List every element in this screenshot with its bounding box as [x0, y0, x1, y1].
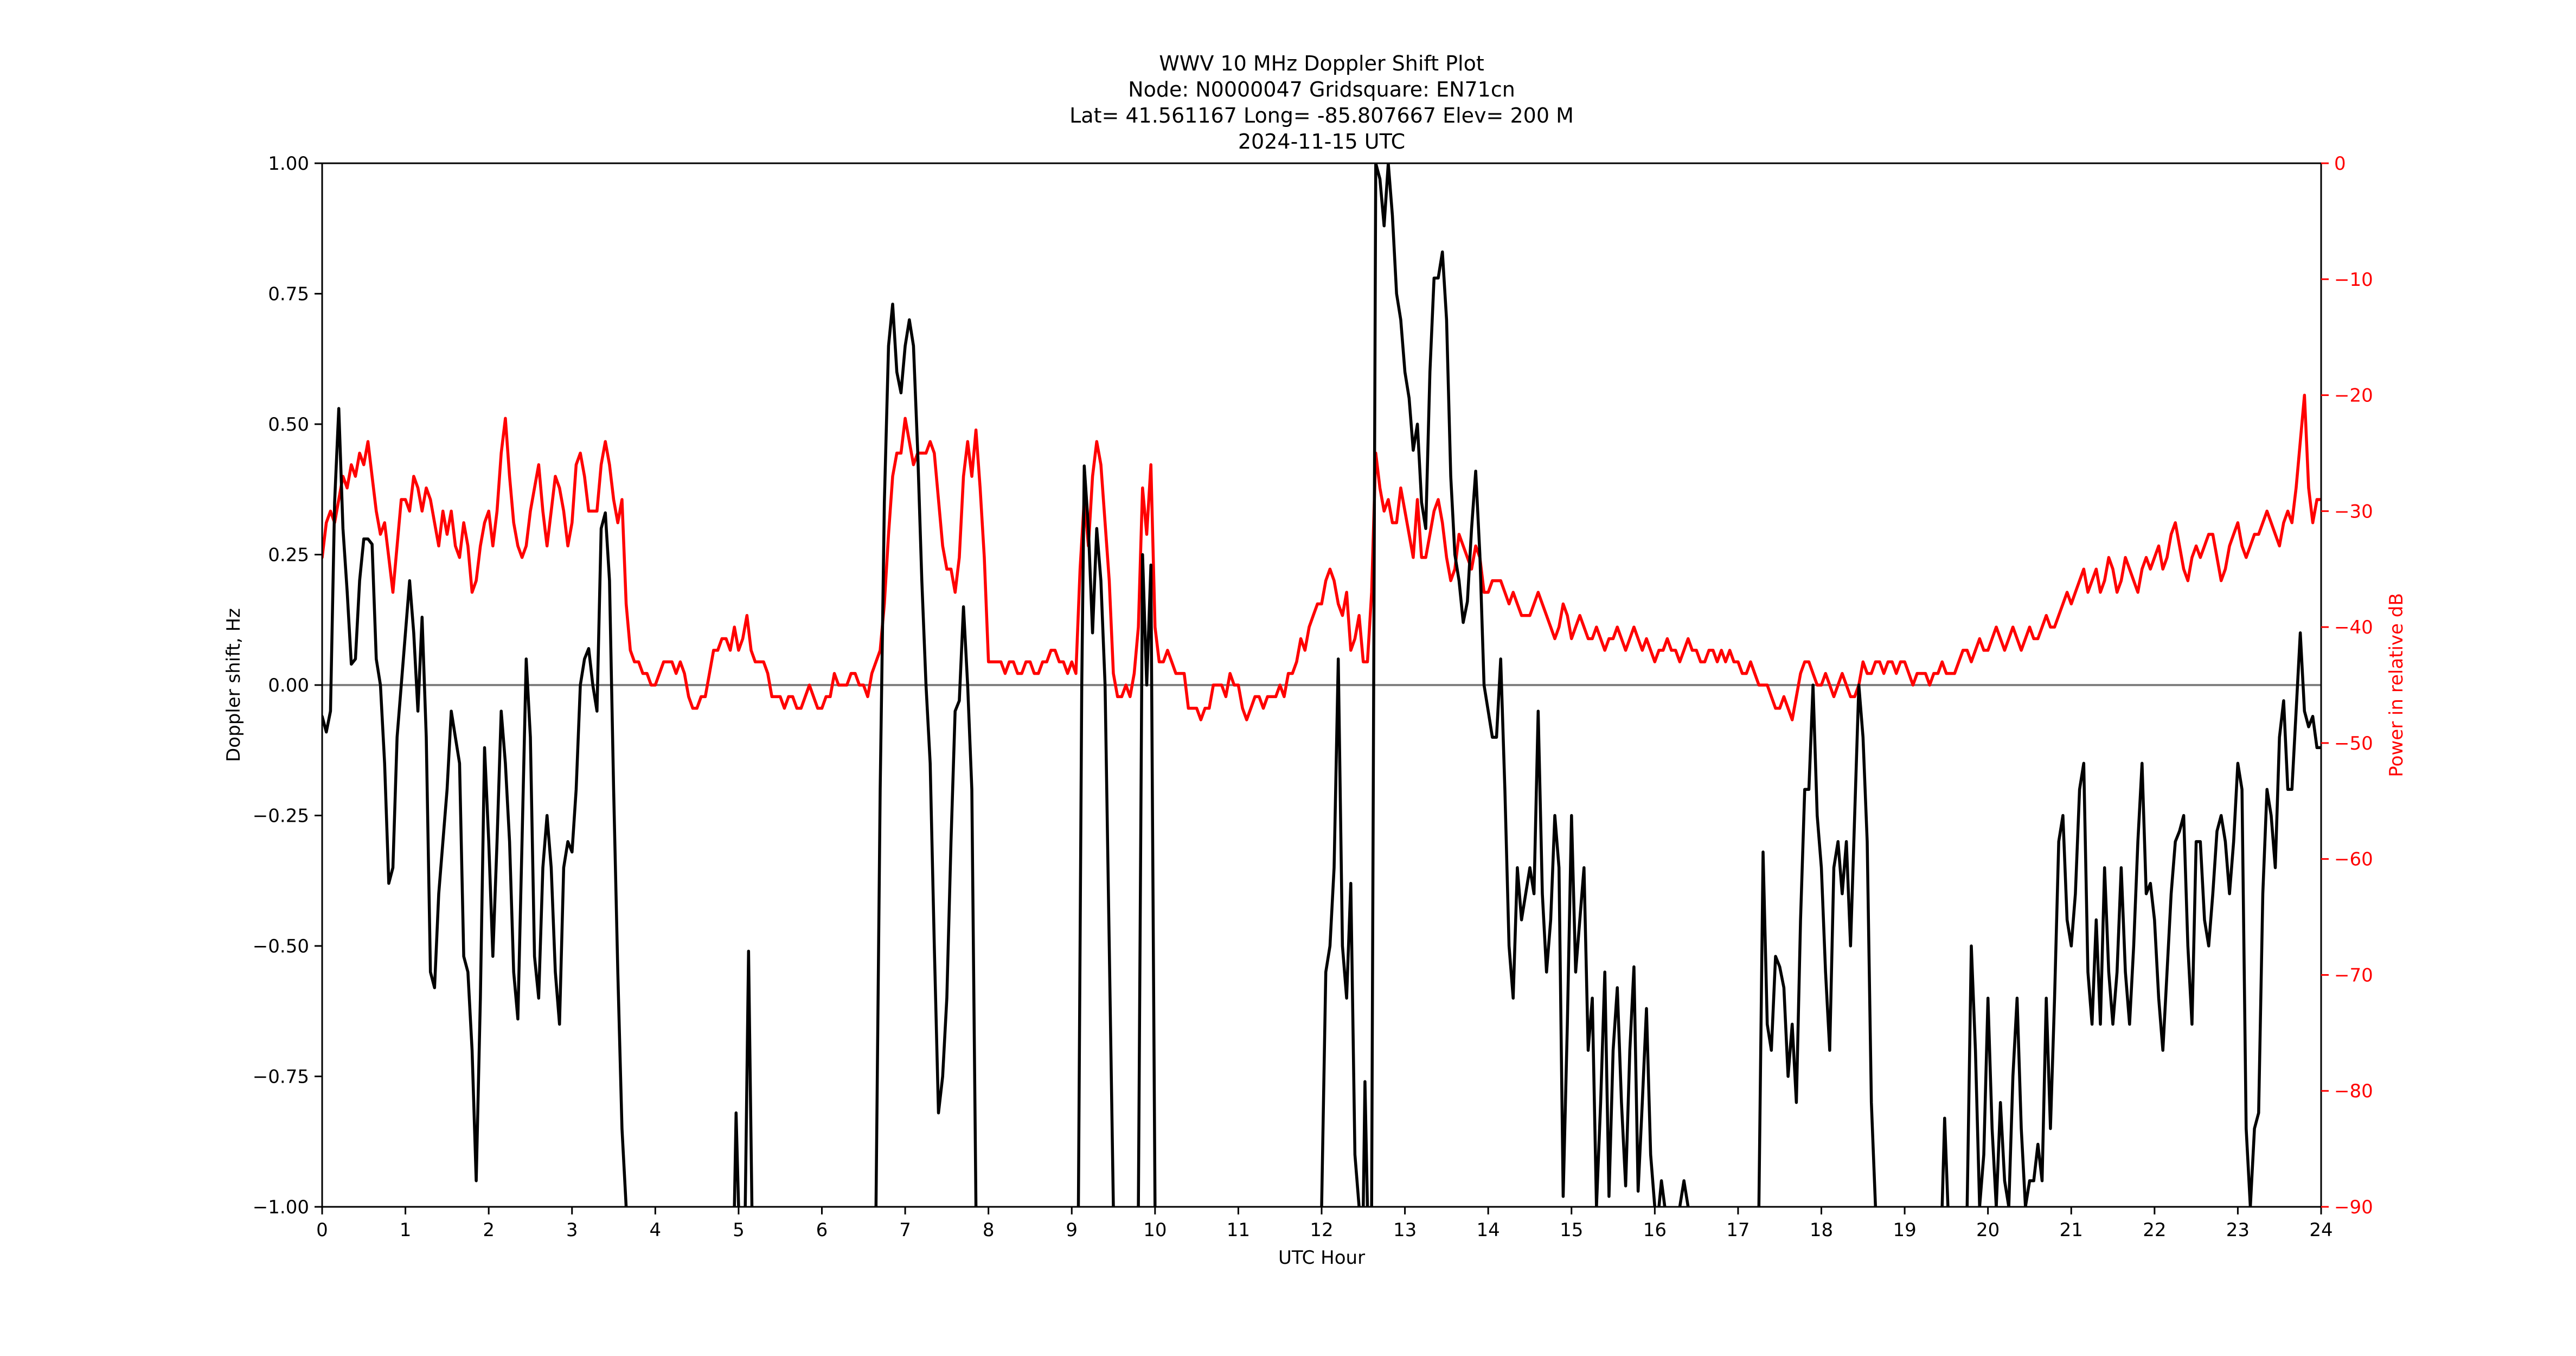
x-axis-ticks: 0 1 2 3 4 5 6 7 8 9 10 11 12 13 14 15 16 17 18 19 20 21 22 23 24: [316, 1207, 2333, 1241]
x-tick-label: 8: [983, 1219, 995, 1241]
y-left-tick-label: −0.25: [253, 805, 309, 827]
power-series-line: [322, 393, 2321, 721]
y-axis-right-label: Power in relative dB: [2386, 593, 2407, 777]
chart-title-line-4: 2024-11-15 UTC: [1238, 130, 1405, 153]
x-tick-label: 7: [899, 1219, 911, 1241]
y-right-tick-label: −80: [2334, 1080, 2373, 1102]
x-tick-label: 24: [2309, 1219, 2333, 1241]
x-tick-label: 6: [816, 1219, 828, 1241]
y-axis-right-ticks: 0 −10 −20 −30 −40 −50 −60 −70 −80 −90: [2321, 153, 2373, 1218]
y-left-tick-label: 1.00: [268, 153, 309, 175]
chart-title-line-3: Lat= 41.561167 Long= -85.807667 Elev= 20…: [1069, 104, 1574, 127]
x-tick-label: 17: [1726, 1219, 1750, 1241]
y-left-tick-label: 0.25: [268, 545, 309, 566]
y-right-tick-label: −30: [2334, 501, 2373, 522]
y-left-tick-label: −1.00: [253, 1197, 309, 1218]
y-left-tick-label: 0.75: [268, 284, 309, 305]
x-tick-label: 13: [1393, 1219, 1417, 1241]
x-tick-label: 2: [483, 1219, 495, 1241]
x-tick-label: 1: [400, 1219, 412, 1241]
y-right-tick-label: −90: [2334, 1197, 2373, 1218]
y-right-tick-label: −20: [2334, 385, 2373, 407]
series-layer: [322, 163, 2321, 1207]
x-tick-label: 5: [733, 1219, 745, 1241]
y-left-tick-label: −0.50: [253, 936, 309, 957]
x-tick-label: 23: [2226, 1219, 2250, 1241]
doppler-series-line: [322, 163, 2321, 1207]
y-left-tick-label: −0.75: [253, 1066, 309, 1088]
x-tick-label: 3: [566, 1219, 578, 1241]
y-left-tick-label: 0.00: [268, 675, 309, 696]
chart-title-line-2: Node: N0000047 Gridsquare: EN71cn: [1128, 78, 1515, 101]
x-tick-label: 15: [1560, 1219, 1583, 1241]
x-tick-label: 16: [1643, 1219, 1667, 1241]
y-right-tick-label: −10: [2334, 269, 2373, 291]
x-tick-label: 4: [650, 1219, 662, 1241]
y-right-tick-label: −50: [2334, 733, 2373, 754]
chart-title: WWV 10 MHz Doppler Shift Plot Node: N000…: [1069, 52, 1574, 153]
y-right-tick-label: −70: [2334, 964, 2373, 986]
x-tick-label: 20: [1976, 1219, 2000, 1241]
x-tick-label: 14: [1477, 1219, 1500, 1241]
chart-title-line-1: WWV 10 MHz Doppler Shift Plot: [1159, 52, 1484, 75]
y-left-tick-label: 0.50: [268, 414, 309, 436]
x-tick-label: 19: [1893, 1219, 1916, 1241]
y-right-tick-label: −40: [2334, 617, 2373, 638]
x-tick-label: 0: [316, 1219, 328, 1241]
y-axis-left-label: Doppler shift, Hz: [223, 608, 245, 762]
x-tick-label: 22: [2143, 1219, 2166, 1241]
x-tick-label: 11: [1227, 1219, 1250, 1241]
y-right-tick-label: 0: [2334, 153, 2346, 175]
y-axis-left-ticks: 1.00 0.75 0.50 0.25 0.00 −0.25 −0.50 −0.75 −1.00: [253, 153, 322, 1218]
x-tick-label: 10: [1143, 1219, 1167, 1241]
x-tick-label: 18: [1810, 1219, 1833, 1241]
y-right-tick-label: −60: [2334, 849, 2373, 871]
x-axis-label: UTC Hour: [1278, 1247, 1365, 1269]
x-tick-label: 12: [1310, 1219, 1333, 1241]
x-tick-label: 9: [1066, 1219, 1078, 1241]
x-tick-label: 21: [2060, 1219, 2083, 1241]
